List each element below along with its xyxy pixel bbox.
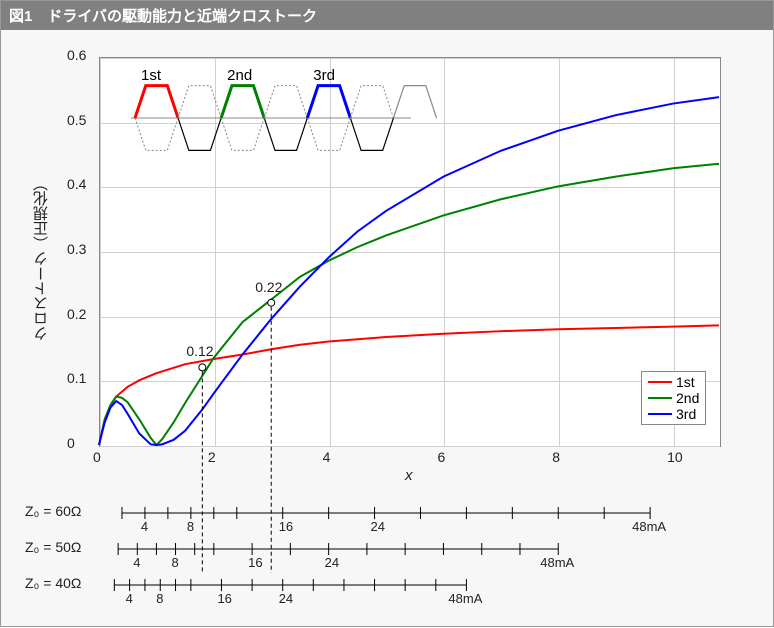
drive-tick-label: 48mA bbox=[632, 519, 666, 534]
x-tick-label: 10 bbox=[667, 449, 683, 465]
chart-legend: 1st2nd3rd bbox=[641, 371, 706, 425]
legend-swatch bbox=[648, 397, 672, 399]
legend-label: 1st bbox=[676, 374, 695, 390]
y-tick-label: 0.1 bbox=[67, 370, 86, 386]
impedance-label: Z₀ = 50Ω bbox=[25, 539, 81, 555]
inset-label: 2nd bbox=[227, 67, 252, 84]
x-tick-label: 0 bbox=[93, 449, 101, 465]
y-tick-label: 0.4 bbox=[67, 176, 86, 192]
legend-swatch bbox=[648, 413, 672, 415]
legend-label: 2nd bbox=[676, 390, 699, 406]
x-tick-label: 2 bbox=[208, 449, 216, 465]
drive-tick-label: 4 bbox=[126, 591, 133, 606]
figure-container: 図1 ドライバの駆動能力と近端クロストーク クロストーク（正規化） 1st2nd… bbox=[0, 0, 774, 627]
x-axis-label: x bbox=[405, 467, 413, 484]
annotation-label: 0.12 bbox=[186, 343, 213, 359]
drive-tick-label: 48mA bbox=[448, 591, 482, 606]
chart-plot-area bbox=[99, 57, 721, 447]
drive-tick-label: 24 bbox=[325, 555, 339, 570]
drive-tick-label: 8 bbox=[172, 555, 179, 570]
legend-label: 3rd bbox=[676, 406, 696, 422]
y-tick-label: 0.3 bbox=[67, 241, 86, 257]
annotation-label: 0.22 bbox=[255, 279, 282, 295]
drive-tick-label: 16 bbox=[217, 591, 231, 606]
y-axis-label: クロストーク（正規化） bbox=[31, 161, 52, 341]
drive-tick-label: 8 bbox=[187, 519, 194, 534]
legend-swatch bbox=[648, 381, 672, 383]
y-tick-label: 0.2 bbox=[67, 306, 86, 322]
y-tick-label: 0 bbox=[67, 435, 75, 451]
impedance-label: Z₀ = 60Ω bbox=[25, 503, 81, 519]
drive-tick-label: 16 bbox=[279, 519, 293, 534]
inset-label: 1st bbox=[141, 67, 161, 84]
drive-tick-label: 48mA bbox=[540, 555, 574, 570]
y-tick-label: 0.5 bbox=[67, 112, 86, 128]
y-tick-label: 0.6 bbox=[67, 47, 86, 63]
drive-tick-label: 16 bbox=[248, 555, 262, 570]
x-tick-label: 6 bbox=[437, 449, 445, 465]
drive-tick-label: 4 bbox=[141, 519, 148, 534]
x-tick-label: 4 bbox=[323, 449, 331, 465]
legend-item: 3rd bbox=[648, 406, 699, 422]
drive-tick-label: 8 bbox=[156, 591, 163, 606]
legend-item: 2nd bbox=[648, 390, 699, 406]
inset-label: 3rd bbox=[313, 67, 335, 84]
drive-tick-label: 24 bbox=[279, 591, 293, 606]
drive-tick-label: 24 bbox=[371, 519, 385, 534]
x-tick-label: 8 bbox=[552, 449, 560, 465]
drive-tick-label: 4 bbox=[133, 555, 140, 570]
legend-item: 1st bbox=[648, 374, 699, 390]
figure-title: 図1 ドライバの駆動能力と近端クロストーク bbox=[1, 1, 773, 30]
impedance-label: Z₀ = 40Ω bbox=[25, 575, 81, 591]
